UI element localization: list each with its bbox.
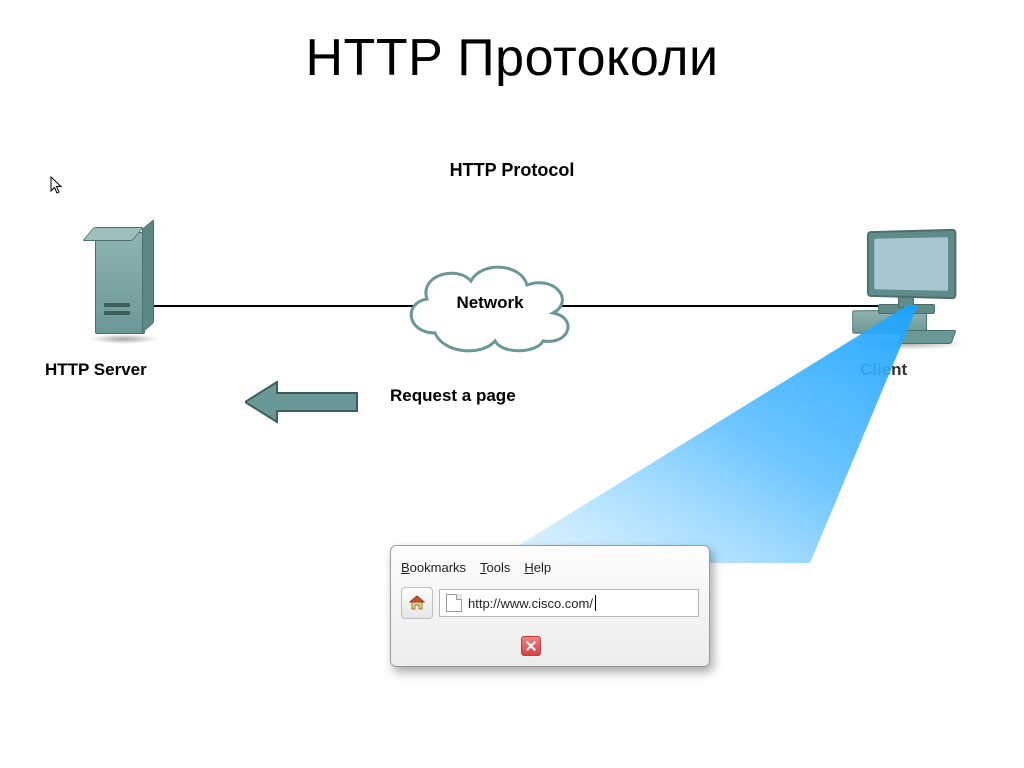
address-bar[interactable]: http://www.cisco.com/ bbox=[439, 589, 699, 617]
http-server-icon bbox=[95, 232, 155, 344]
browser-statusbar bbox=[401, 634, 699, 658]
cloud-label: Network bbox=[395, 293, 585, 313]
diagram-title: HTTP Protocol bbox=[0, 160, 1024, 181]
menu-tools[interactable]: Tools bbox=[480, 560, 510, 575]
client-label: Client bbox=[860, 360, 907, 380]
menu-help[interactable]: Help bbox=[524, 560, 551, 575]
browser-window: Bookmarks Tools Help http://www.cisco.co… bbox=[390, 545, 710, 667]
text-cursor-icon bbox=[595, 595, 596, 611]
cursor-icon bbox=[50, 176, 64, 199]
home-button[interactable] bbox=[401, 587, 433, 619]
slide-title: HTTP Протоколи bbox=[0, 28, 1024, 88]
url-text: http://www.cisco.com/ bbox=[468, 596, 593, 611]
request-arrow-icon bbox=[245, 380, 365, 429]
browser-menubar: Bookmarks Tools Help bbox=[401, 560, 551, 575]
server-label: HTTP Server bbox=[45, 360, 147, 380]
stop-icon[interactable] bbox=[521, 636, 541, 656]
page-icon bbox=[446, 594, 462, 612]
home-icon bbox=[407, 593, 427, 613]
arrow-label: Request a page bbox=[390, 386, 516, 406]
client-pc-icon bbox=[850, 230, 960, 340]
network-cloud-icon: Network bbox=[395, 255, 585, 355]
browser-toolbar: http://www.cisco.com/ bbox=[401, 586, 699, 620]
menu-bookmarks[interactable]: Bookmarks bbox=[401, 560, 466, 575]
